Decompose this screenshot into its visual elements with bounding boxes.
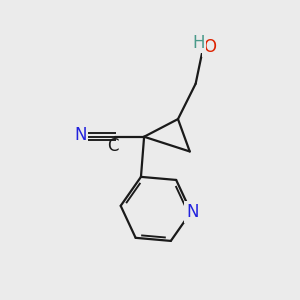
Text: O: O — [203, 38, 216, 56]
Text: N: N — [186, 203, 199, 221]
Text: H: H — [192, 34, 205, 52]
Text: N: N — [74, 126, 86, 144]
Text: C: C — [107, 136, 119, 154]
